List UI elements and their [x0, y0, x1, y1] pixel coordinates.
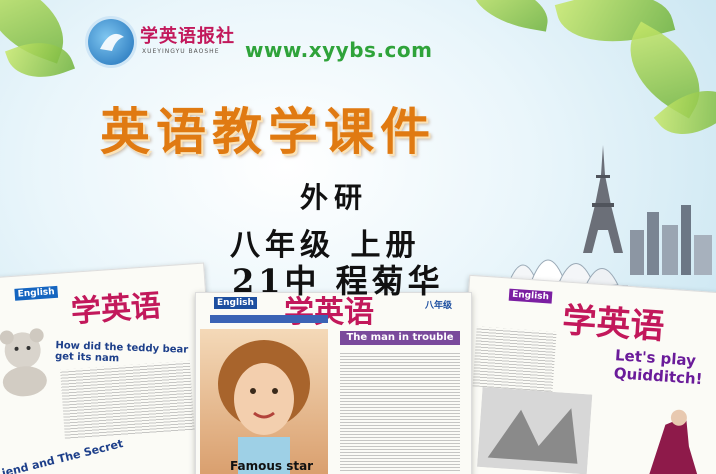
eiffel-tower-icon [583, 145, 623, 253]
publisher-english-name: XUEYINGYU BAOSHE [142, 48, 220, 55]
newspaper-masthead: 学英语 [561, 300, 666, 348]
leaf-decoration [467, 0, 553, 32]
article-text [472, 326, 557, 392]
newspaper-masthead: 学英语 [284, 295, 374, 330]
photo-caption: Famous star [230, 459, 314, 473]
quidditch-photo-icon [477, 386, 593, 474]
newspaper-left: English 学英语 How did the teddy bear get i… [0, 262, 220, 474]
city-skyline-icon [630, 205, 712, 275]
edition-label: 八年级 [425, 301, 453, 311]
section-label: English [14, 285, 59, 301]
story-title-box: The man in trouble [340, 331, 460, 345]
header-bar [210, 315, 328, 323]
section-label: English [508, 288, 553, 304]
grade-volume: 八年级 上册 [230, 228, 421, 263]
article-text [340, 351, 460, 471]
story-title: The man in trouble [346, 332, 454, 343]
footer-headline: iend and The Secret [0, 437, 125, 474]
girl-portrait-icon [218, 340, 310, 474]
article-text [60, 360, 195, 440]
newspaper-right: English 学英语 Let's play Quidditch! [455, 274, 716, 474]
publisher-name: 学英语报社 [140, 26, 235, 47]
main-title: 英语教学课件 [100, 102, 436, 161]
newspaper-middle: English 学英语 八年级 Famous star The man in t… [195, 292, 472, 474]
section-label: English [214, 297, 257, 309]
newspaper-masthead: 学英语 [69, 288, 163, 330]
author-name: 21中 程菊华 [232, 262, 444, 300]
publisher-logo-icon [88, 19, 134, 65]
player-photo-icon [646, 409, 702, 474]
famous-star-photo: Famous star [200, 329, 328, 474]
textbook-publisher: 外研 [300, 181, 369, 214]
article-headline: Let's play Quidditch! [613, 346, 704, 389]
website-url[interactable]: www.xyybs.com [245, 38, 433, 62]
teddy-bear-icon [0, 328, 47, 397]
